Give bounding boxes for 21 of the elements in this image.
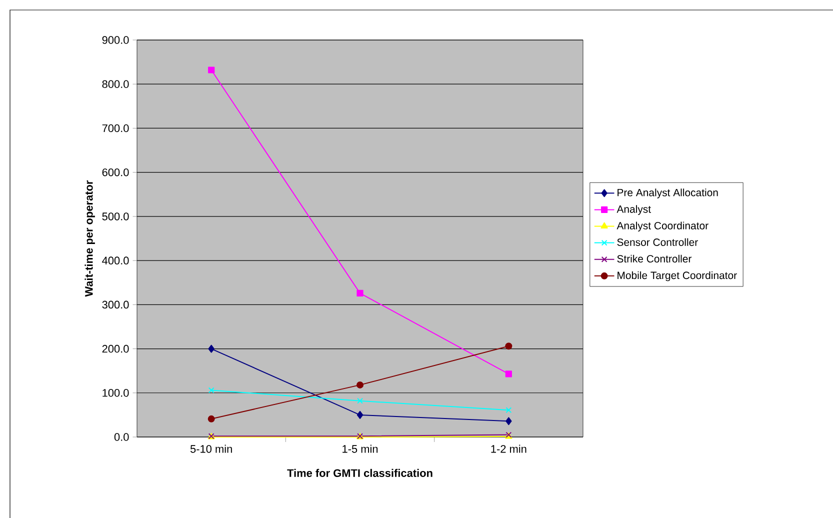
y-axis-title: Wait-time per operator <box>84 180 95 297</box>
y-tick-label: 600.0 <box>102 168 129 176</box>
legend-label: Strike Controller <box>617 254 692 263</box>
x-axis-title: Time for GMTI classification <box>287 468 432 477</box>
y-tick-label: 100.0 <box>102 389 129 397</box>
y-tick-label: 500.0 <box>102 212 129 220</box>
y-tick-label: 800.0 <box>102 80 129 88</box>
y-tick-label: 200.0 <box>102 344 129 353</box>
y-tick-label: 0.0 <box>114 433 129 441</box>
y-tick-label: 400.0 <box>102 256 129 264</box>
legend-label: Analyst <box>616 205 651 215</box>
legend-label: Pre Analyst Allocation <box>618 188 718 198</box>
x-tick-label: 1-2 min <box>491 444 526 453</box>
y-tick-label: 300.0 <box>102 300 129 309</box>
y-tick-label: 900.0 <box>102 36 129 44</box>
x-tick-label: 5-10 min <box>190 444 232 453</box>
x-tick-label: 1-5 min <box>342 444 378 453</box>
legend-label: Analyst Coordinator <box>616 222 708 232</box>
legend-label: Sensor Controller <box>617 238 698 246</box>
legend-label: Mobile Target Coordinator <box>618 271 737 282</box>
y-tick-label: 700.0 <box>102 124 129 132</box>
